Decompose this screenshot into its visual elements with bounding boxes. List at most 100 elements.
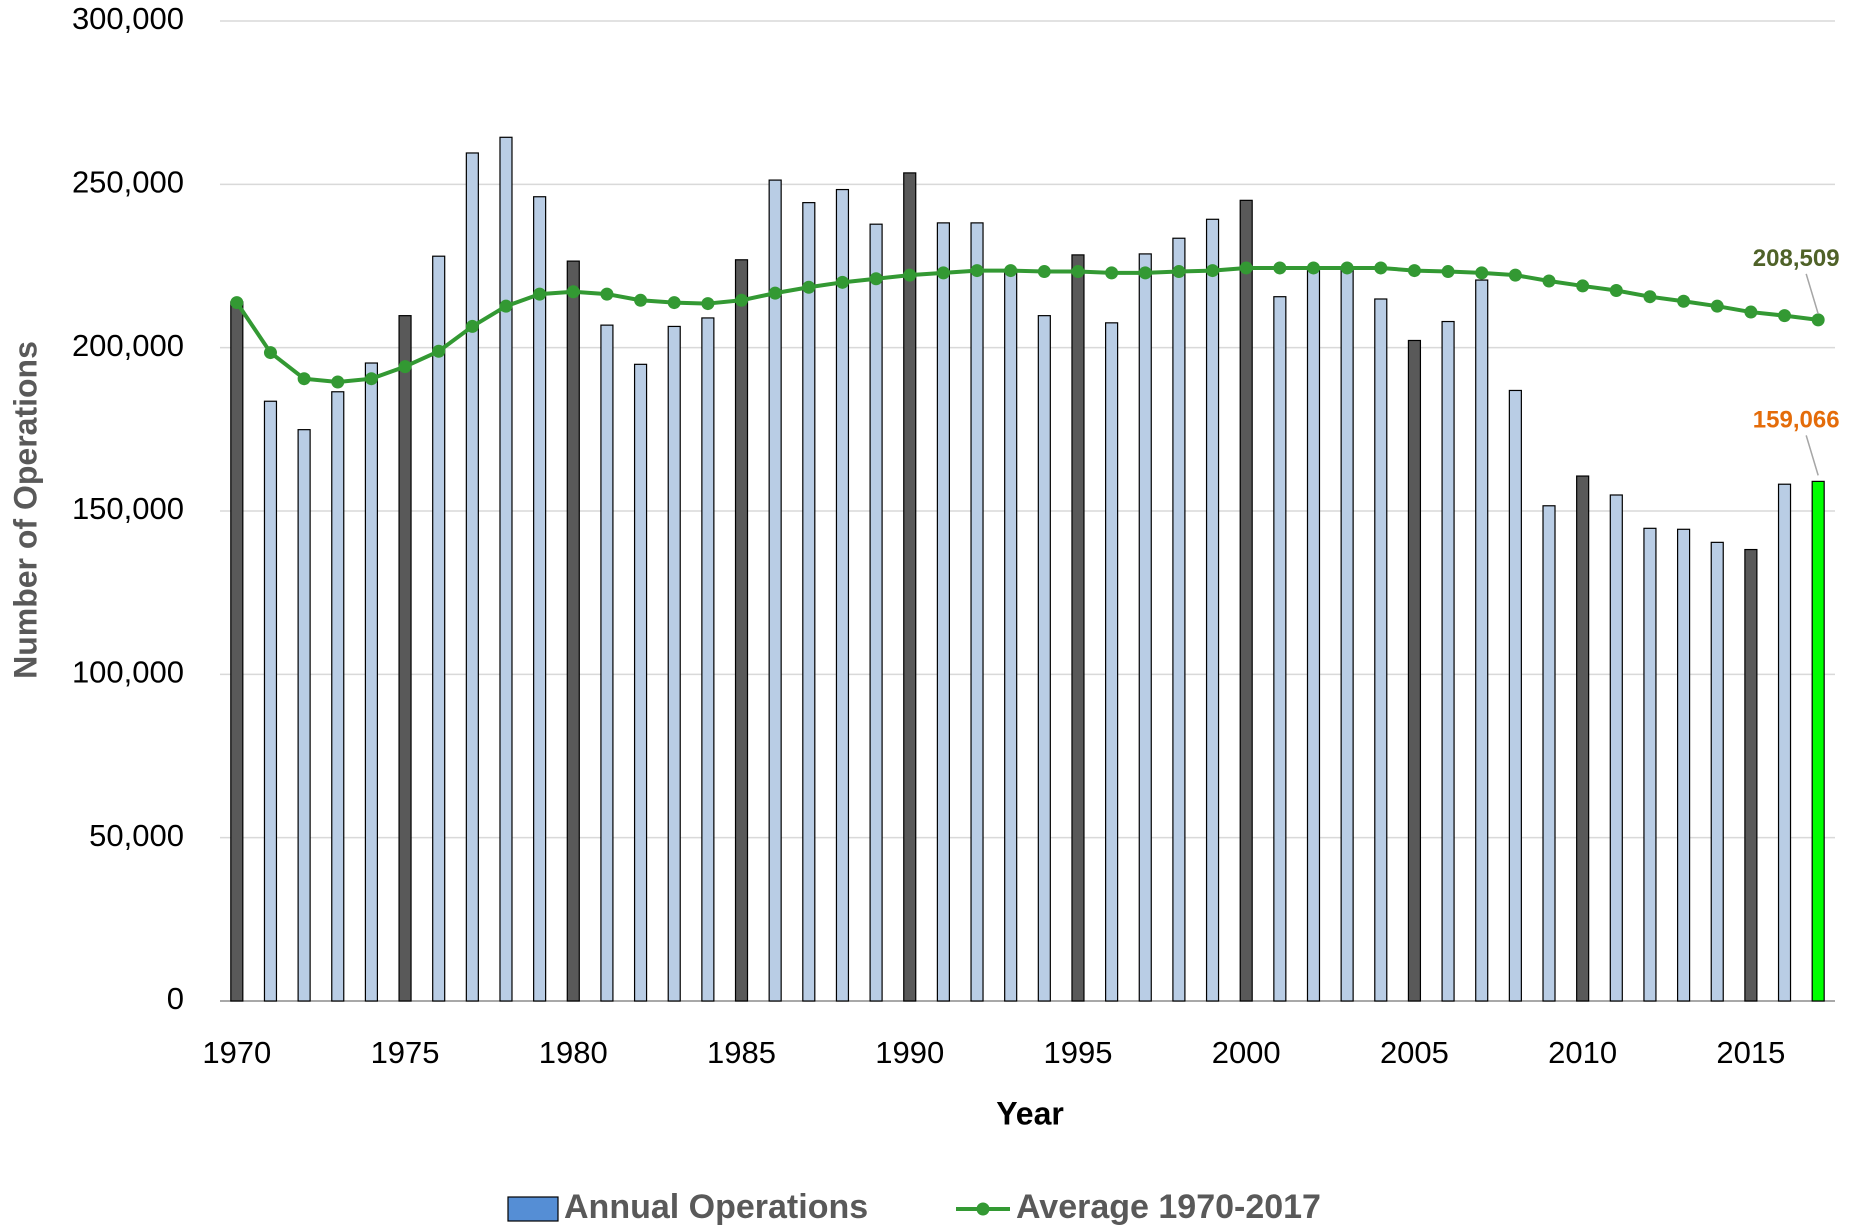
bar [1205, 218, 1220, 1002]
bar [802, 202, 816, 1002]
bar [1273, 296, 1287, 1002]
bar [230, 301, 244, 1002]
line-marker [1677, 294, 1691, 308]
line-marker [1071, 265, 1085, 279]
bar [1374, 298, 1388, 1002]
bar [331, 391, 345, 1002]
x-tick-label: 2000 [1212, 1035, 1281, 1070]
line-marker [1374, 261, 1388, 275]
legend-label: Annual Operations [564, 1188, 868, 1226]
line-marker [499, 299, 513, 313]
x-tick-label: 2005 [1380, 1035, 1449, 1070]
x-tick-label: 1985 [707, 1035, 776, 1070]
line-marker [1105, 266, 1119, 280]
line-marker [1542, 274, 1556, 288]
line-marker [735, 293, 749, 307]
line-marker [1710, 299, 1724, 313]
y-tick-label: 200,000 [72, 328, 184, 363]
line-marker [432, 344, 446, 358]
y-tick-label: 50,000 [89, 818, 184, 853]
bar [263, 400, 278, 1002]
label-leader [1805, 273, 1819, 315]
bar [600, 324, 614, 1002]
line-marker [970, 264, 984, 278]
bar [835, 188, 850, 1002]
bar [1138, 253, 1152, 1002]
bar [1441, 320, 1455, 1002]
line-marker [1508, 268, 1522, 282]
bar [1172, 237, 1186, 1002]
data-label: 208,509 [1753, 245, 1840, 272]
bar [903, 172, 917, 1002]
bar [1609, 494, 1623, 1002]
legend-swatch [507, 1196, 559, 1222]
line-marker [1744, 305, 1758, 319]
bar [1508, 389, 1522, 1002]
line-marker [533, 287, 547, 301]
line-marker [600, 287, 614, 301]
bar [1710, 541, 1724, 1002]
bar [667, 325, 681, 1002]
line-marker [1609, 284, 1623, 297]
label-leader [1805, 435, 1819, 476]
bar [566, 260, 580, 1002]
bar [734, 259, 749, 1002]
line-marker [1576, 279, 1590, 293]
x-tick-label: 2015 [1716, 1035, 1785, 1070]
line-marker [1004, 264, 1018, 278]
line-marker [465, 319, 479, 333]
bar [499, 136, 513, 1002]
x-axis-title: Year [996, 1095, 1064, 1131]
bar [533, 196, 547, 1002]
bar [1407, 339, 1422, 1002]
line-marker [1206, 264, 1220, 278]
bar [1306, 266, 1321, 1002]
bar [970, 222, 984, 1002]
bar [364, 362, 379, 1002]
x-tick-label: 1995 [1043, 1035, 1112, 1070]
bar [1340, 266, 1354, 1002]
bar [1643, 527, 1657, 1002]
line-marker [701, 297, 715, 311]
bar [1676, 528, 1691, 1002]
x-tick-label: 1970 [202, 1035, 271, 1070]
data-label: 159,066 [1753, 407, 1840, 434]
bar [1744, 548, 1758, 1002]
y-tick-label: 300,000 [72, 1, 184, 36]
bar [869, 223, 883, 1002]
bar [432, 255, 446, 1002]
x-tick-label: 1990 [875, 1035, 944, 1070]
line-marker [364, 372, 378, 386]
y-axis-title: Number of Operations [7, 341, 43, 679]
line-marker [869, 272, 883, 286]
line-marker [1441, 265, 1455, 279]
line-marker [398, 360, 412, 374]
y-tick-label: 150,000 [72, 491, 184, 526]
line-marker [230, 296, 244, 310]
line-marker [768, 286, 782, 300]
bar [1777, 483, 1792, 1002]
line-marker [1239, 261, 1253, 275]
bar [936, 222, 950, 1002]
bar [1475, 279, 1489, 1002]
bar [768, 179, 782, 1002]
x-tick-label: 1980 [539, 1035, 608, 1070]
line-marker [1811, 313, 1825, 327]
line-marker [1475, 266, 1489, 280]
line-marker [1340, 261, 1354, 275]
line-marker [667, 296, 681, 310]
bar [1576, 475, 1590, 1002]
line-marker [331, 375, 345, 389]
line-marker [1643, 290, 1657, 304]
line-marker [566, 285, 580, 299]
bar [1071, 254, 1085, 1002]
line-marker [936, 266, 950, 280]
legend-swatch [976, 1202, 990, 1216]
bar [297, 429, 311, 1002]
bar [1037, 315, 1051, 1002]
line-marker [1778, 309, 1792, 323]
bar [1004, 268, 1018, 1002]
line-marker [1273, 261, 1287, 275]
line-marker [1407, 264, 1421, 278]
